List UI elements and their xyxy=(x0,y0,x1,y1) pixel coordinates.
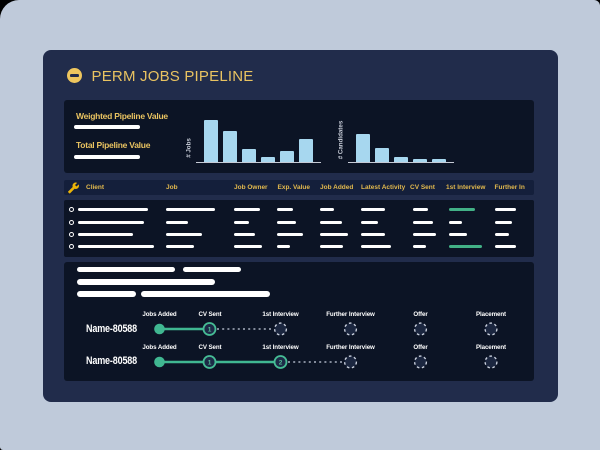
svg-text:1: 1 xyxy=(208,359,212,366)
svg-text:1: 1 xyxy=(208,326,212,333)
svg-text:2: 2 xyxy=(279,359,283,366)
